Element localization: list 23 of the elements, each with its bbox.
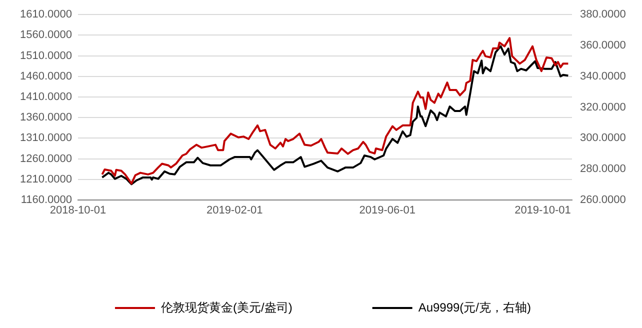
x-tick-label: 2019-10-01 bbox=[514, 204, 571, 217]
y-tick-label: 1560.0000 bbox=[20, 29, 72, 42]
y-tick-label: 1210.0000 bbox=[20, 173, 72, 186]
y-tick-label: 1260.0000 bbox=[20, 152, 72, 165]
y-tick-label: 1360.0000 bbox=[20, 112, 72, 124]
y2-tick-label: 380.0000 bbox=[580, 8, 626, 21]
y-tick-label: 1410.0000 bbox=[20, 91, 72, 104]
x-tick-label: 2019-06-01 bbox=[359, 204, 416, 217]
y2-tick-label: 300.0000 bbox=[580, 132, 626, 144]
y2-tick-label: 280.0000 bbox=[580, 163, 626, 176]
y2-tick-label: 320.0000 bbox=[580, 101, 626, 114]
y-tick-label: 1510.0000 bbox=[20, 50, 72, 62]
y2-tick-label: 360.0000 bbox=[580, 40, 626, 52]
y2-tick-label: 340.0000 bbox=[580, 70, 626, 82]
legend-label: Au9999(元/克，右轴) bbox=[418, 300, 532, 314]
x-tick-label: 2019-02-01 bbox=[206, 204, 263, 217]
x-tick-label: 2018-10-01 bbox=[50, 204, 106, 217]
legend-label: 伦敦现货黄金(美元/盎司) bbox=[160, 300, 292, 314]
y-tick-label: 1460.0000 bbox=[20, 70, 72, 82]
y-tick-label: 1610.0000 bbox=[20, 8, 72, 21]
y-tick-label: 1310.0000 bbox=[20, 132, 72, 144]
y-tick-label: 1160.0000 bbox=[20, 194, 72, 206]
y2-tick-label: 260.0000 bbox=[580, 194, 626, 206]
